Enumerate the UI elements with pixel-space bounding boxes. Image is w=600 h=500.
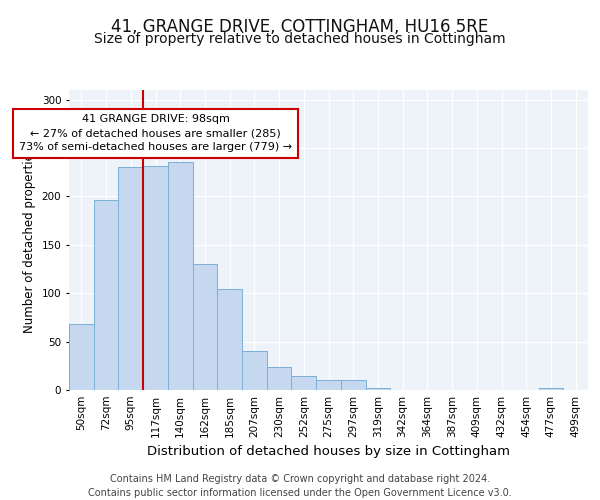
Bar — [94, 200, 118, 390]
Text: Contains HM Land Registry data © Crown copyright and database right 2024.
Contai: Contains HM Land Registry data © Crown c… — [88, 474, 512, 498]
Bar — [168, 162, 193, 390]
X-axis label: Distribution of detached houses by size in Cottingham: Distribution of detached houses by size … — [147, 446, 510, 458]
Text: 41 GRANGE DRIVE: 98sqm
← 27% of detached houses are smaller (285)
73% of semi-de: 41 GRANGE DRIVE: 98sqm ← 27% of detached… — [19, 114, 292, 152]
Bar — [365, 388, 390, 390]
Bar — [267, 367, 292, 390]
Bar — [316, 380, 341, 390]
Text: 41, GRANGE DRIVE, COTTINGHAM, HU16 5RE: 41, GRANGE DRIVE, COTTINGHAM, HU16 5RE — [112, 18, 488, 36]
Bar — [217, 290, 242, 390]
Y-axis label: Number of detached properties: Number of detached properties — [23, 147, 36, 333]
Bar — [341, 380, 365, 390]
Bar — [69, 324, 94, 390]
Bar — [242, 352, 267, 390]
Bar — [118, 168, 143, 390]
Bar — [539, 388, 563, 390]
Bar — [193, 264, 217, 390]
Bar — [143, 166, 168, 390]
Bar — [292, 376, 316, 390]
Text: Size of property relative to detached houses in Cottingham: Size of property relative to detached ho… — [94, 32, 506, 46]
